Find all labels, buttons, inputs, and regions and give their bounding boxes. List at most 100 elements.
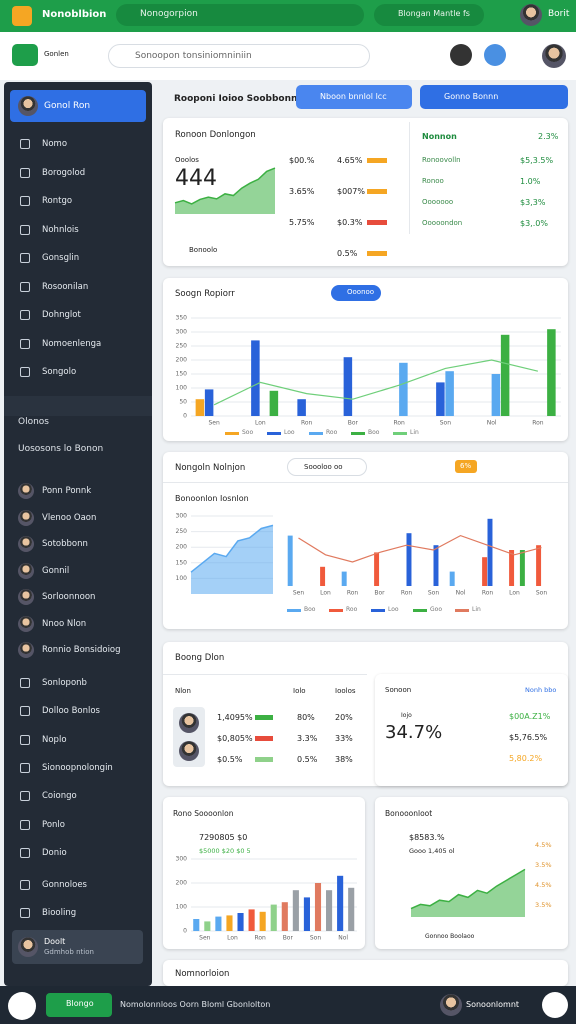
nav-icon xyxy=(20,734,30,745)
search[interactable]: Blongan Mantle fs xyxy=(374,4,484,26)
legend-swatch xyxy=(225,432,239,435)
avatar xyxy=(18,937,38,957)
search[interactable]: Sonoopon tonsiniomniniin xyxy=(108,44,370,68)
panel-title: Sonoon xyxy=(385,686,412,694)
bar xyxy=(248,909,255,931)
avatar xyxy=(18,536,34,552)
bar xyxy=(482,557,488,586)
area-line xyxy=(190,524,274,573)
x-tick-label: Sen xyxy=(199,935,211,942)
nav-item[interactable]: Sonloponb xyxy=(42,678,87,688)
icon[interactable] xyxy=(450,44,472,66)
x-tick-label: Ron xyxy=(393,420,405,427)
nav-item[interactable]: Vlenoo Oaon xyxy=(42,512,97,523)
primary-button[interactable]: Blongo xyxy=(46,993,112,1017)
y-tick-label: 0 xyxy=(183,928,187,935)
table-cell: 5.75% xyxy=(289,218,315,227)
divider xyxy=(4,396,152,416)
nav-icon xyxy=(20,847,30,858)
nav-item[interactable]: Rontgo xyxy=(42,196,73,206)
x-tick-label: Son xyxy=(440,420,451,427)
nav-item[interactable]: Nomoenlenga xyxy=(42,338,102,349)
bar xyxy=(399,362,408,416)
side-label: Ronoovolln xyxy=(422,156,461,164)
action-button[interactable]: Gonno Bonnn xyxy=(420,85,568,109)
filter-button[interactable]: Nboon bnnlol lcc xyxy=(296,85,412,109)
bar xyxy=(193,919,200,931)
bar xyxy=(320,566,326,586)
search-text: Sonoopon tonsiniomniniin xyxy=(135,51,252,61)
side-label: Ronoo xyxy=(422,177,444,185)
nav-item[interactable]: Nnoo Nlon xyxy=(42,618,87,629)
legend-label: Lin xyxy=(410,429,419,436)
nav-item[interactable]: Gonnoloes xyxy=(42,880,87,890)
nav-item[interactable]: Borogolod xyxy=(42,167,86,178)
side-item-value: 1.0% xyxy=(520,177,541,186)
bar xyxy=(491,374,501,416)
search[interactable]: Nonogorpion xyxy=(116,4,364,26)
panel-link[interactable]: Nonh bbo xyxy=(525,686,557,694)
nav-item[interactable]: Nohnlois xyxy=(42,224,79,235)
profile[interactable]: Doolt Gdmhob ntion xyxy=(12,930,143,964)
card-footer: Bonoolo xyxy=(189,246,218,254)
nav-item[interactable]: Gonsglin xyxy=(42,253,80,263)
search-text: Blongan Mantle fs xyxy=(398,9,470,18)
nav-item[interactable]: Noplo xyxy=(42,734,67,745)
area xyxy=(411,869,525,917)
area-line xyxy=(174,167,276,205)
nav-item[interactable]: Ponlo xyxy=(42,819,65,830)
nav-item[interactable]: Songolo xyxy=(42,367,77,377)
nav-icon xyxy=(20,819,30,830)
nav-item[interactable]: Biooling xyxy=(42,908,77,918)
x-tick-label: Lon xyxy=(255,420,266,427)
nav-item[interactable]: Dohnglot xyxy=(42,310,81,320)
y-tick-label: 200 xyxy=(176,544,188,551)
nav-item[interactable]: Dolloo Bonlos xyxy=(42,706,100,717)
table-head: Ioolos xyxy=(335,687,356,695)
bottom-right-card: Bonooonloot $8583.% Gooo 1,405 ol 4.5% 3.5% 4… xyxy=(375,797,568,949)
legend-label: Boo xyxy=(368,429,380,436)
bar xyxy=(536,545,542,586)
nav-item[interactable]: Rosoonilan xyxy=(42,281,89,292)
nav-item[interactable]: Gonnil xyxy=(42,565,70,576)
bar xyxy=(500,334,510,416)
user-name: Borit xyxy=(548,9,570,19)
nav-item[interactable]: Ronnio Bonsidoiog xyxy=(42,645,121,655)
icon[interactable] xyxy=(512,44,534,66)
y-tick-label: 100 xyxy=(176,575,188,582)
area-line xyxy=(410,868,526,910)
nav-item[interactable]: Sionoopnolongin xyxy=(42,762,113,773)
nav-item[interactable]: Donio xyxy=(42,847,67,858)
nav-icon xyxy=(20,706,30,717)
y-tick-label: 100 xyxy=(176,904,188,911)
search[interactable]: Soooloo oo xyxy=(287,458,367,476)
metric: $8583.% xyxy=(409,833,445,842)
table-cell: 20% xyxy=(335,713,353,722)
nav-item[interactable]: Sorloonnoon xyxy=(42,592,96,602)
bar xyxy=(406,533,412,586)
nav-item[interactable]: Nomo xyxy=(42,139,68,149)
panel-value: $5,76.5% xyxy=(509,733,548,742)
bar xyxy=(343,357,353,416)
icon[interactable] xyxy=(484,44,506,66)
bar xyxy=(487,518,493,586)
y-tick-label: 100 xyxy=(176,385,188,392)
nav-item[interactable]: Ponn Ponnk xyxy=(42,486,92,496)
y-tick-label: 150 xyxy=(176,559,188,566)
bar-swatch xyxy=(255,715,273,720)
nav-active[interactable]: Gonol Ron xyxy=(10,90,146,122)
x-tick-label: Sen xyxy=(208,420,220,427)
menu-icon[interactable] xyxy=(8,992,36,1020)
chart-button[interactable]: Ooonoo xyxy=(331,285,381,301)
bar xyxy=(204,389,214,416)
bottom-left-card: Rono Soooonlon 7290805 $0 $5000 $20 $0 5 0 1… xyxy=(163,797,365,949)
table-cell: 80% xyxy=(297,713,315,722)
icon[interactable] xyxy=(542,992,568,1018)
nav-item[interactable]: Sotobbonn xyxy=(42,539,88,549)
nav-item[interactable]: Coiongo xyxy=(42,791,77,802)
avatar xyxy=(18,562,34,579)
bar xyxy=(314,883,322,931)
bar-swatch xyxy=(255,757,273,762)
bar xyxy=(337,875,344,931)
logo xyxy=(12,44,38,66)
